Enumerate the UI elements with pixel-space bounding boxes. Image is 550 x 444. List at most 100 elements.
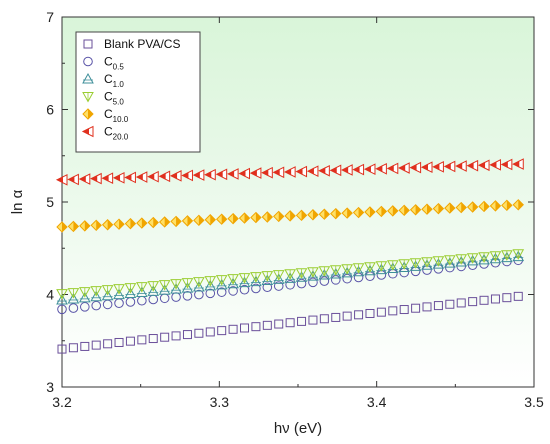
data-point: [477, 159, 490, 172]
data-point: [194, 289, 204, 300]
data-point: [182, 330, 192, 340]
series-5: [55, 158, 524, 186]
data-point: [204, 279, 217, 291]
data-point: [181, 215, 194, 227]
data-point: [409, 258, 422, 269]
data-point: [135, 286, 148, 297]
data-point: [455, 254, 468, 265]
axis-ticks: [61, 16, 535, 388]
data-point: [308, 315, 318, 325]
data-point: [512, 158, 524, 170]
legend-label: C10.0: [104, 107, 129, 124]
data-point: [90, 290, 103, 302]
data-point: [78, 287, 91, 298]
data-point: [217, 326, 227, 336]
data-point: [193, 277, 205, 288]
data-point: [56, 221, 68, 233]
y-tick-labels: 3 4 5 6 7: [46, 9, 54, 395]
data-point: [341, 207, 353, 219]
data-point: [238, 212, 251, 224]
data-point: [250, 211, 262, 224]
data-point: [226, 168, 239, 180]
data-point: [318, 164, 330, 177]
y-tick-label: 5: [46, 194, 54, 210]
data-point: [158, 170, 171, 183]
data-point: [170, 279, 182, 290]
data-point: [329, 265, 342, 276]
data-point: [124, 171, 136, 184]
data-point: [331, 312, 341, 322]
series-4: [56, 199, 524, 233]
data-point: [409, 204, 422, 216]
data-point: [284, 166, 296, 178]
y-tick-label: 7: [46, 9, 54, 25]
legend-marker: [82, 108, 94, 120]
data-point: [181, 282, 194, 293]
data-point: [113, 288, 125, 300]
data-point: [250, 272, 262, 283]
data-point: [341, 164, 353, 176]
data-point: [67, 292, 80, 304]
legend-label: Blank PVA/CS: [104, 37, 180, 51]
data-point: [352, 163, 365, 176]
data-point: [215, 213, 228, 225]
data-point: [398, 162, 410, 174]
data-point: [478, 200, 490, 213]
y-tick-label: 3: [46, 379, 54, 395]
data-point: [57, 304, 67, 315]
data-point: [444, 202, 456, 214]
data-point: [147, 216, 159, 229]
data-point: [341, 264, 354, 275]
data-point: [204, 276, 217, 287]
data-point: [80, 341, 90, 351]
data-point: [386, 162, 399, 175]
data-point: [215, 278, 228, 290]
data-point: [295, 165, 308, 178]
data-point: [330, 207, 342, 220]
data-point: [251, 283, 261, 294]
data-point: [215, 275, 228, 286]
data-point: [352, 263, 365, 274]
data-point: [318, 266, 331, 277]
data-point: [137, 335, 147, 345]
data-point: [56, 294, 68, 305]
data-point: [194, 328, 204, 338]
data-point: [261, 211, 274, 223]
series-2: [56, 250, 525, 305]
data-point: [193, 280, 205, 292]
data-point: [285, 279, 295, 290]
data-point: [239, 284, 250, 295]
data-point: [295, 268, 308, 279]
data-point: [227, 274, 239, 285]
data-point: [101, 219, 114, 231]
data-point: [101, 285, 114, 296]
data-point: [90, 286, 103, 297]
data-point: [147, 285, 160, 296]
data-point: [306, 165, 319, 177]
data-point: [158, 280, 171, 291]
data-point: [205, 288, 216, 299]
data-point: [238, 167, 251, 180]
data-point: [466, 159, 479, 172]
data-point: [113, 218, 125, 230]
data-point: [398, 204, 410, 217]
data-point: [169, 170, 182, 182]
data-point: [386, 260, 399, 271]
data-point: [170, 283, 182, 294]
data-point: [398, 259, 411, 270]
data-point: [79, 220, 91, 232]
data-point: [113, 284, 125, 295]
data-point: [101, 289, 114, 301]
data-point: [512, 249, 525, 260]
data-point: [285, 318, 295, 328]
series-3: [56, 249, 525, 300]
data-point: [308, 277, 318, 288]
data-point: [468, 297, 478, 307]
data-point: [181, 278, 194, 289]
data-point: [215, 168, 228, 181]
legend-label: C20.0: [104, 125, 129, 142]
data-point: [274, 319, 284, 329]
data-point: [78, 173, 91, 185]
data-point: [433, 301, 443, 311]
